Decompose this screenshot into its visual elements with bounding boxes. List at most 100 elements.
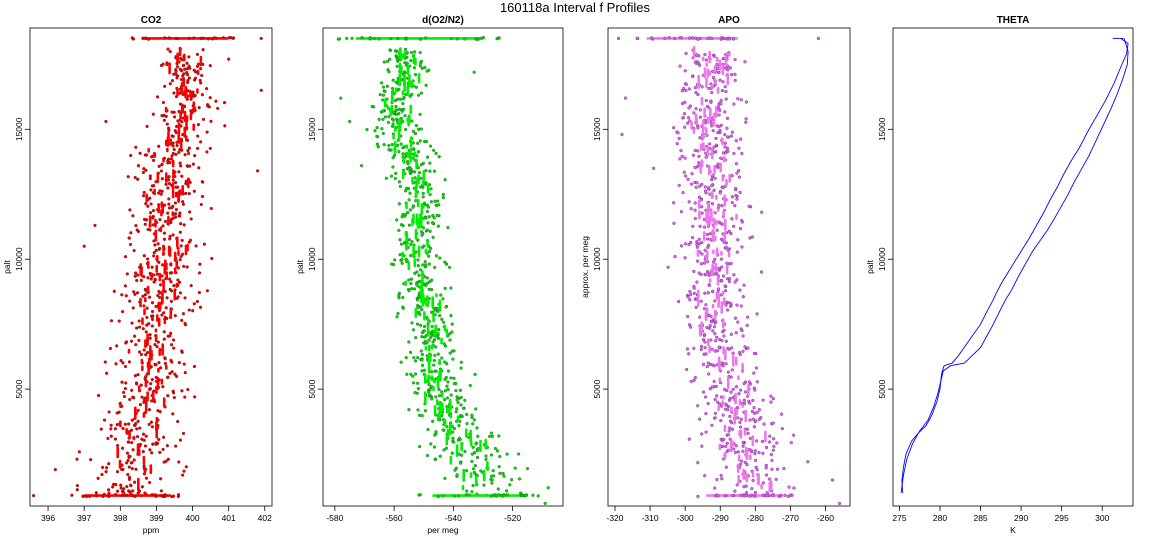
point: [159, 477, 163, 481]
x-axis-label: ppm: [143, 525, 160, 535]
point: [755, 380, 759, 384]
point: [416, 387, 420, 391]
point: [131, 395, 135, 399]
point: [684, 82, 688, 86]
point: [700, 182, 704, 186]
point: [177, 170, 181, 174]
point: [141, 294, 145, 298]
point: [407, 408, 411, 412]
dense-cluster: [735, 356, 738, 366]
point: [173, 372, 177, 376]
point: [439, 293, 443, 297]
point: [704, 155, 708, 159]
dense-cluster: [702, 142, 705, 150]
dense-cluster: [692, 128, 696, 134]
dense-cluster: [158, 347, 161, 357]
dense-cluster: [166, 147, 169, 153]
y-tick-label: 5000: [592, 379, 602, 398]
point: [464, 469, 469, 473]
point: [380, 81, 384, 85]
point: [148, 174, 152, 178]
point: [711, 173, 715, 177]
point: [704, 58, 708, 62]
dense-cluster: [398, 128, 401, 133]
dense-cluster: [159, 226, 163, 233]
dense-cluster: [717, 293, 720, 306]
dense-cluster: [406, 85, 409, 96]
point: [152, 158, 156, 162]
point: [155, 345, 159, 349]
dense-cluster: [715, 56, 719, 63]
dense-cluster: [422, 180, 425, 186]
dense-cluster: [707, 338, 710, 347]
dense-cluster: [389, 107, 392, 117]
point: [398, 253, 402, 257]
point: [510, 478, 514, 482]
point: [159, 63, 164, 68]
dense-cluster: [730, 406, 733, 414]
x-tick-label: -520: [504, 513, 521, 523]
panel-title-co2: CO2: [141, 15, 162, 26]
point: [743, 60, 747, 64]
point: [93, 223, 97, 227]
dense-cluster: [734, 392, 737, 405]
point: [149, 188, 153, 192]
dense-cluster: [398, 62, 402, 72]
point: [463, 37, 467, 41]
point: [419, 176, 423, 180]
point: [119, 486, 123, 490]
point: [205, 150, 209, 154]
point: [724, 444, 728, 448]
point: [443, 360, 447, 364]
point: [169, 358, 173, 362]
dense-cluster: [713, 309, 717, 321]
point: [391, 86, 395, 91]
point: [405, 50, 409, 55]
dense-cluster: [722, 346, 725, 355]
point: [733, 316, 738, 320]
point: [171, 178, 175, 182]
point: [731, 224, 736, 228]
dense-cluster: [160, 209, 163, 217]
point: [473, 372, 477, 376]
point: [174, 444, 178, 448]
point: [100, 472, 104, 477]
point: [428, 169, 432, 173]
point: [720, 444, 725, 449]
point: [723, 284, 727, 288]
dense-cluster: [181, 185, 184, 194]
point: [416, 408, 420, 412]
point: [757, 417, 761, 421]
point: [684, 88, 688, 93]
point: [714, 136, 718, 140]
dense-cluster: [739, 429, 743, 439]
point: [178, 438, 182, 442]
point: [736, 450, 740, 454]
point: [455, 407, 459, 411]
point: [673, 255, 677, 259]
panel-title-apo: APO: [718, 15, 740, 26]
point: [455, 473, 459, 477]
point: [146, 204, 150, 208]
dense-cluster: [708, 50, 711, 64]
point: [467, 493, 471, 497]
point: [435, 213, 439, 217]
point: [127, 465, 131, 469]
point: [393, 258, 397, 262]
point: [166, 375, 170, 379]
point: [162, 118, 166, 122]
dense-cluster: [184, 85, 187, 99]
point: [695, 181, 699, 185]
point: [180, 349, 184, 353]
point: [427, 391, 431, 395]
point: [414, 250, 418, 254]
point: [419, 268, 423, 272]
point: [143, 444, 148, 448]
point: [168, 237, 172, 241]
point: [197, 271, 202, 275]
point: [448, 265, 452, 269]
point: [391, 78, 395, 82]
point: [127, 454, 131, 458]
point: [694, 185, 698, 189]
point: [755, 312, 759, 316]
